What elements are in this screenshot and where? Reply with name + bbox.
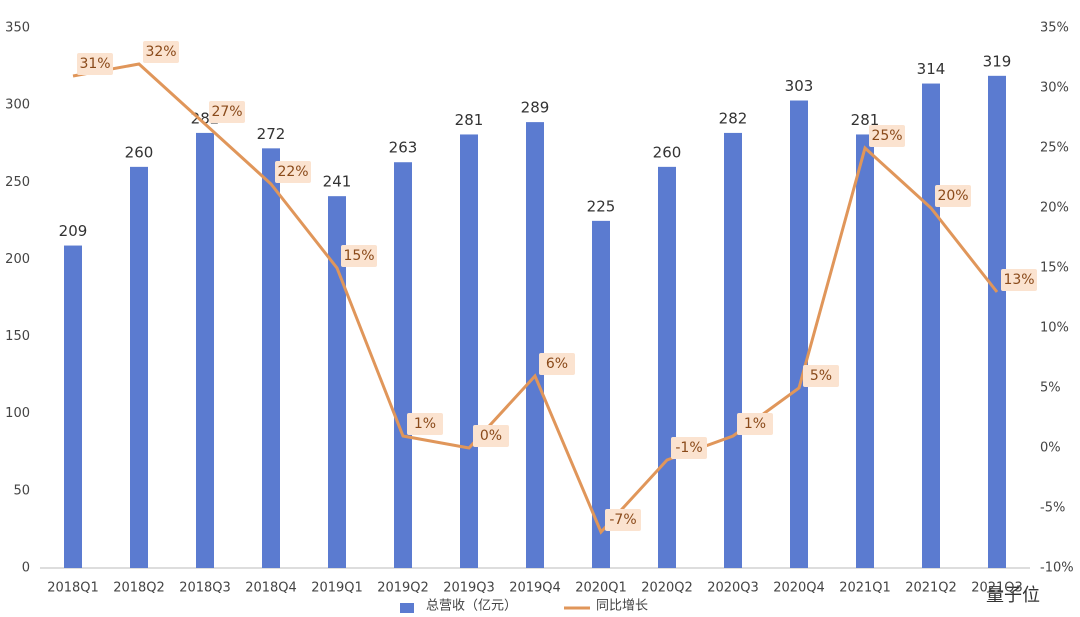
- legend-label: 总营收（亿元）: [426, 599, 517, 614]
- bar: [262, 148, 280, 569]
- bar: [988, 75, 1006, 568]
- bar: [922, 83, 940, 569]
- bar: [658, 166, 676, 568]
- bar-value-label: 319: [983, 52, 1012, 70]
- label-box: [77, 53, 113, 75]
- growth-label: 32%: [145, 44, 176, 60]
- bar: [394, 162, 412, 568]
- label-box: [143, 41, 179, 63]
- bar-value-label: 281: [455, 111, 484, 129]
- x-tick-label: 2021Q2: [905, 581, 957, 596]
- x-tick-label: 2020Q1: [575, 581, 627, 596]
- y-tick-label: 350: [5, 21, 30, 36]
- label-box: [473, 425, 509, 447]
- legend-label: 同比增长: [596, 599, 648, 614]
- watermark: 量子位: [986, 585, 1040, 606]
- x-tick-label: 2018Q4: [245, 581, 297, 596]
- x-tick-label: 2018Q1: [47, 581, 99, 596]
- x-tick-label: 2021Q3: [971, 581, 1023, 596]
- bar: [130, 166, 148, 568]
- bar: [526, 122, 544, 568]
- growth-label: 1%: [414, 416, 436, 432]
- growth-label: 0%: [480, 428, 502, 444]
- bar-value-label: 282: [719, 109, 748, 127]
- bar: [856, 134, 874, 568]
- y2-tick-label: 20%: [1040, 201, 1069, 216]
- growth-label: 25%: [871, 128, 902, 144]
- x-tick-label: 2020Q4: [773, 581, 825, 596]
- label-box: [605, 509, 641, 531]
- growth-label: 27%: [211, 104, 242, 120]
- bar: [592, 220, 610, 568]
- y-tick-label: 150: [5, 329, 30, 344]
- label-box: [737, 413, 773, 435]
- y2-tick-label: 0%: [1040, 441, 1061, 456]
- bar-value-label: 303: [785, 77, 814, 95]
- bar-value-label: 281: [851, 111, 880, 129]
- label-box: [1001, 269, 1037, 291]
- bar-value-label: 314: [917, 60, 946, 78]
- y2-tick-label: 10%: [1040, 321, 1069, 336]
- bar: [460, 134, 478, 568]
- x-tick-label: 2018Q2: [113, 581, 165, 596]
- y2-tick-label: 5%: [1040, 381, 1061, 396]
- y-tick-label: 300: [5, 98, 30, 113]
- label-box: [869, 125, 905, 147]
- growth-label: 6%: [546, 356, 568, 372]
- y2-tick-label: 15%: [1040, 261, 1069, 276]
- bar-value-label: 209: [59, 222, 88, 240]
- growth-line: [72, 62, 999, 535]
- bar-value-label: 260: [653, 143, 682, 161]
- y-tick-label: 100: [5, 406, 30, 421]
- growth-label: 20%: [937, 188, 968, 204]
- x-tick-label: 2018Q3: [179, 581, 231, 596]
- growth-label: 22%: [277, 164, 308, 180]
- growth-label: 1%: [744, 416, 766, 432]
- label-box: [341, 245, 377, 267]
- label-box: [275, 161, 311, 183]
- bar-value-label: 289: [521, 99, 550, 117]
- bar: [328, 196, 346, 568]
- bar-value-label: 272: [257, 125, 286, 143]
- y-tick-label: 0: [22, 561, 30, 576]
- bar-value-label: 263: [389, 139, 418, 157]
- legend-swatch: [400, 603, 414, 613]
- y-tick-label: 200: [5, 252, 30, 267]
- x-tick-label: 2019Q4: [509, 581, 561, 596]
- bar-value-label: 225: [587, 197, 616, 215]
- bar-value-label: 241: [323, 173, 352, 191]
- y2-tick-label: 35%: [1040, 21, 1069, 36]
- x-tick-label: 2019Q2: [377, 581, 429, 596]
- growth-label: -7%: [609, 512, 636, 528]
- x-tick-label: 2019Q1: [311, 581, 363, 596]
- x-tick-label: 2020Q3: [707, 581, 759, 596]
- label-box: [935, 185, 971, 207]
- label-box: [803, 365, 839, 387]
- bar: [724, 132, 742, 568]
- label-box: [209, 101, 245, 123]
- growth-label: 15%: [343, 248, 374, 264]
- growth-label: 5%: [810, 368, 832, 384]
- bar-value-label: 260: [125, 143, 154, 161]
- label-box: [671, 437, 707, 459]
- label-box: [407, 413, 443, 435]
- growth-label: 31%: [79, 56, 110, 72]
- y2-tick-label: -5%: [1040, 501, 1065, 516]
- y-tick-label: 250: [5, 175, 30, 190]
- x-tick-label: 2020Q2: [641, 581, 693, 596]
- y-tick-label: 50: [13, 483, 30, 498]
- y2-tick-label: 25%: [1040, 141, 1069, 156]
- y2-tick-label: 30%: [1040, 81, 1069, 96]
- bar: [64, 245, 82, 569]
- x-tick-label: 2019Q3: [443, 581, 495, 596]
- y2-tick-label: -10%: [1040, 561, 1074, 576]
- growth-label: 13%: [1003, 272, 1034, 288]
- bar: [790, 100, 808, 568]
- bar: [196, 132, 214, 568]
- growth-label: -1%: [675, 440, 702, 456]
- x-tick-label: 2021Q1: [839, 581, 891, 596]
- label-box: [539, 353, 575, 375]
